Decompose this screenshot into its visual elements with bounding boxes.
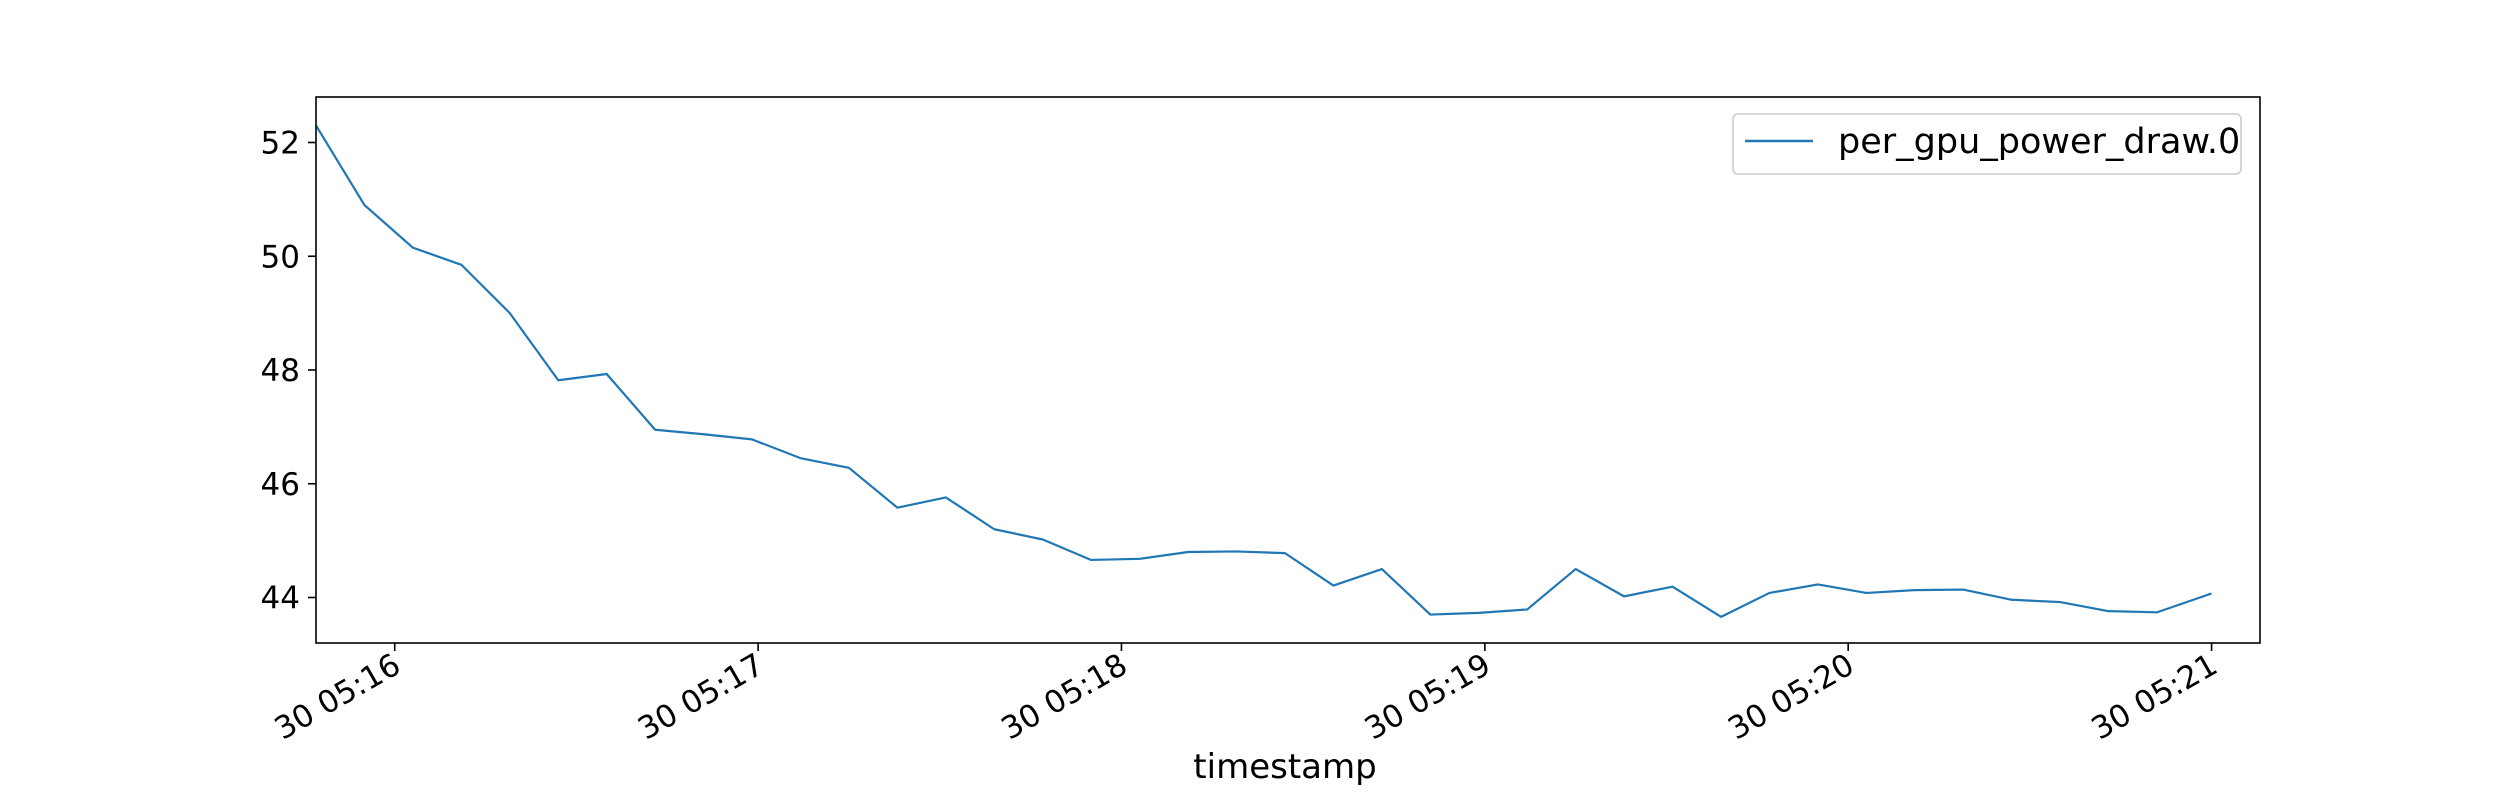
y-tick-label: 50 xyxy=(261,239,300,275)
plot-frame xyxy=(315,96,2261,644)
x-tick-label: 30 05:20 xyxy=(1722,647,1860,747)
legend-label: per_gpu_power_draw.0 xyxy=(1838,122,2240,162)
series-line xyxy=(315,124,2212,618)
x-tick-label: 30 05:17 xyxy=(632,647,770,747)
y-tick-label: 44 xyxy=(261,581,300,617)
legend: per_gpu_power_draw.0 xyxy=(1732,113,2242,175)
x-tick-label: 30 05:21 xyxy=(2085,647,2223,747)
legend-box xyxy=(1732,113,2242,175)
x-axis: 30 05:16 30 05:17 30 05:18 30 05:19 30 05:20… xyxy=(269,643,2224,747)
y-axis: 44 46 48 50 52 xyxy=(261,126,316,617)
y-tick-label: 52 xyxy=(261,126,300,162)
series-layer xyxy=(315,124,2212,618)
x-axis-label: timestamp xyxy=(1193,747,1376,787)
x-tick-label: 30 05:19 xyxy=(1359,647,1497,747)
plot-area xyxy=(316,97,2260,643)
x-tick-label: 30 05:18 xyxy=(995,647,1133,747)
y-tick-label: 46 xyxy=(261,467,300,503)
y-tick-label: 48 xyxy=(261,353,300,389)
x-tick-label: 30 05:16 xyxy=(269,647,407,747)
